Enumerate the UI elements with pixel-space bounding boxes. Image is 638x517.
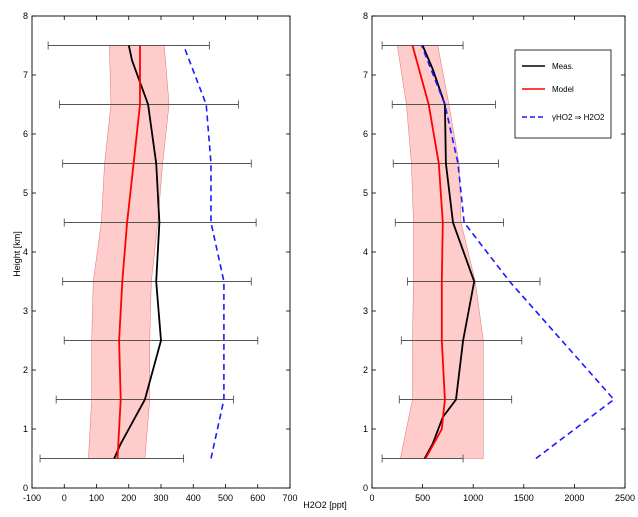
y-tick-label-7: 7 (363, 70, 368, 80)
y-tick-label-4: 4 (363, 247, 368, 257)
x-tick-label-1: 500 (415, 493, 430, 503)
y-tick-label-1: 1 (23, 424, 28, 434)
y-tick-label-3: 3 (23, 306, 28, 316)
x-tick-label-7: 600 (250, 493, 265, 503)
y-tick-label-1: 1 (363, 424, 368, 434)
x-tick-label-5: 2500 (615, 493, 635, 503)
legend: Meas. Model γHO2 ⇒ H2O2 (514, 49, 612, 139)
model-line (116, 45, 141, 459)
legend-label-meas: Meas. (552, 62, 574, 71)
x-tick-label-2: 100 (89, 493, 104, 503)
legend-label-gamma: γHO2 ⇒ H2O2 (552, 113, 605, 122)
meas-line (113, 45, 162, 459)
right-panel: 0 500 1000 1500 2000 2500 0 1 2 3 4 5 6 7 8 (363, 11, 635, 503)
y-tick-label-2: 2 (363, 365, 368, 375)
y-tick-label-3: 3 (363, 306, 368, 316)
y-tick-label-0: 0 (363, 483, 368, 493)
y-tick-label-6: 6 (363, 129, 368, 139)
x-tick-label-0: -100 (23, 493, 41, 503)
model-line (411, 45, 446, 459)
x-tick-label-6: 500 (218, 493, 233, 503)
x-tick-label-4: 2000 (564, 493, 584, 503)
x-tick-label-4: 300 (153, 493, 168, 503)
x-tick-label-2: 1000 (463, 493, 483, 503)
y-tick-label-0: 0 (23, 483, 28, 493)
x-tick-label-5: 400 (186, 493, 201, 503)
y-tick-label-5: 5 (363, 188, 368, 198)
y-tick-label-7: 7 (23, 70, 28, 80)
x-tick-label-3: 1500 (514, 493, 534, 503)
gamma-ho2-line (182, 45, 225, 459)
legend-box (514, 49, 612, 139)
y-tick-label-8: 8 (23, 11, 28, 21)
model-uncertainty-band (397, 45, 484, 459)
legend-label-model: Model (552, 85, 574, 94)
y-tick-label-8: 8 (363, 11, 368, 21)
x-tick-label-1: 0 (62, 493, 67, 503)
x-tick-label-3: 200 (121, 493, 136, 503)
x-axis-label: H2O2 [ppt] (303, 500, 347, 510)
x-tick-label-8: 700 (282, 493, 297, 503)
y-tick-label-4: 4 (23, 247, 28, 257)
x-tick-label-0: 0 (369, 493, 374, 503)
y-tick-label-2: 2 (23, 365, 28, 375)
y-axis-label: Height [km] (12, 231, 22, 277)
y-tick-label-6: 6 (23, 129, 28, 139)
y-tick-label-5: 5 (23, 188, 28, 198)
